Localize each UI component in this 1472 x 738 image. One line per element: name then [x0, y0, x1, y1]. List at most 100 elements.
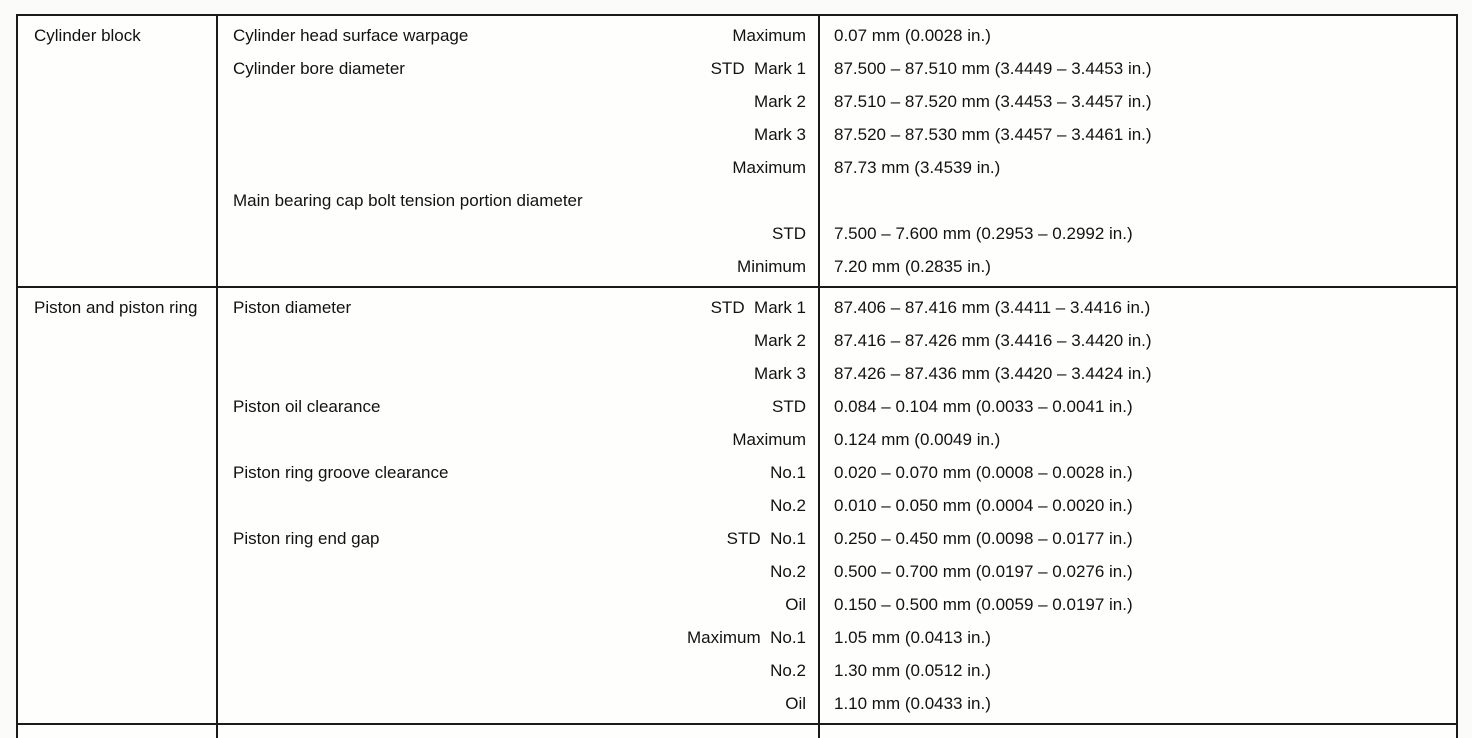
spec-qualifier: Mark 2	[754, 91, 806, 111]
spec-description: Piston oil clearance	[233, 396, 381, 416]
spec-row: Mark 2 87.510 – 87.520 mm (3.4453 – 3.445…	[218, 82, 1456, 121]
spec-value: 87.426 – 87.436 mm (3.4420 – 3.4424 in.)	[834, 363, 1152, 383]
spec-desc-cell: Minimum	[218, 247, 820, 286]
spec-desc-cell: No.2	[218, 552, 820, 591]
spec-description: Piston ring end gap	[233, 528, 380, 548]
spec-qualifier: STD Mark 1	[710, 58, 806, 78]
spec-row: STD 7.500 – 7.600 mm (0.2953 – 0.2992 in.…	[218, 214, 1456, 253]
spec-row: Piston diameter STD Mark 1 87.406 – 87.416…	[218, 288, 1456, 327]
spec-value: 0.250 – 0.450 mm (0.0098 – 0.0177 in.)	[834, 528, 1133, 548]
spec-qualifier: No.2	[770, 660, 806, 680]
spec-value: 7.20 mm (0.2835 in.)	[834, 256, 991, 276]
spec-value: 0.500 – 0.700 mm (0.0197 – 0.0276 in.)	[834, 561, 1133, 581]
spec-desc-cell: STD	[218, 214, 820, 253]
spec-value: 1.30 mm (0.0512 in.)	[834, 660, 991, 680]
spec-qualifier: Mark 2	[754, 330, 806, 350]
spec-qualifier: Mark 3	[754, 124, 806, 144]
spec-qualifier: Maximum No.1	[686, 627, 806, 647]
spec-row: No.2 0.500 – 0.700 mm (0.0197 – 0.0276 in…	[218, 552, 1456, 591]
spec-desc-cell: Mark 3	[218, 354, 820, 393]
spec-value	[820, 728, 1456, 738]
spec-desc-cell: Mark 2	[218, 321, 820, 360]
spec-desc-cell: Mark 3	[218, 115, 820, 154]
spec-value: 0.020 – 0.070 mm (0.0008 – 0.0028 in.)	[834, 462, 1133, 482]
spec-row: Mark 3 87.520 – 87.530 mm (3.4457 – 3.446…	[218, 115, 1456, 154]
spec-description: Cylinder bore diameter	[233, 58, 405, 78]
spec-value: 87.500 – 87.510 mm (3.4449 – 3.4453 in.)	[834, 58, 1152, 78]
spec-desc-cell: Oil	[218, 684, 820, 723]
spec-qualifier: STD	[772, 223, 806, 243]
spec-row: Mark 2 87.416 – 87.426 mm (3.4416 – 3.442…	[218, 321, 1456, 360]
spec-desc-cell: Maximum	[218, 148, 820, 187]
spec-desc-cell: Piston ring end gap STD No.1	[218, 519, 820, 558]
spec-desc-cell: Cylinder head surface warpage Maximum	[218, 16, 820, 55]
section-rows: Piston diameter STD Mark 1 87.406 – 87.416…	[218, 288, 1456, 723]
spec-qualifier: Maximum	[732, 25, 806, 45]
spec-qualifier: STD No.1	[726, 528, 806, 548]
spec-value: 7.500 – 7.600 mm (0.2953 – 0.2992 in.)	[834, 223, 1133, 243]
spec-qualifier: No.2	[770, 561, 806, 581]
spec-row: Cylinder bore diameter STD Mark 1 87.500 –…	[218, 49, 1456, 88]
spec-row: Oil 0.150 – 0.500 mm (0.0059 – 0.0197 in.…	[218, 585, 1456, 624]
spec-section: Cylinder block Cylinder head surface warp…	[18, 16, 1456, 288]
spec-qualifier: Minimum	[737, 256, 806, 276]
spec-qualifier: STD	[772, 396, 806, 416]
spec-desc-cell: Main bearing cap bolt tension portion di…	[218, 181, 820, 220]
spec-qualifier: Mark 3	[754, 363, 806, 383]
spec-value: 0.084 – 0.104 mm (0.0033 – 0.0041 in.)	[834, 396, 1133, 416]
spec-row: Maximum 0.124 mm (0.0049 in.)	[218, 420, 1456, 459]
spec-row: Mark 3 87.426 – 87.436 mm (3.4420 – 3.442…	[218, 354, 1456, 393]
spec-qualifier: Oil	[785, 693, 806, 713]
spec-desc-cell: Maximum	[218, 420, 820, 459]
spec-desc-cell: Cylinder bore diameter STD Mark 1	[218, 49, 820, 88]
spec-row: Piston ring groove clearance No.1 0.020 – …	[218, 453, 1456, 492]
spec-qualifier: Maximum	[732, 429, 806, 449]
spec-desc-cell	[218, 725, 820, 738]
spec-value: 87.520 – 87.530 mm (3.4457 – 3.4461 in.)	[834, 124, 1152, 144]
spec-desc-cell: Piston ring groove clearance No.1	[218, 453, 820, 492]
specifications-table: Cylinder block Cylinder head surface warp…	[16, 14, 1458, 738]
spec-value	[820, 184, 1456, 217]
spec-desc-cell: Piston oil clearance STD	[218, 387, 820, 426]
spec-value: 87.510 – 87.520 mm (3.4453 – 3.4457 in.)	[834, 91, 1152, 111]
spec-row: Oil 1.10 mm (0.0433 in.)	[218, 684, 1456, 723]
spec-value: 0.124 mm (0.0049 in.)	[834, 429, 1001, 449]
spec-row: Piston ring end gap STD No.1 0.250 – 0.450…	[218, 519, 1456, 558]
spec-row: No.2 0.010 – 0.050 mm (0.0004 – 0.0020 in…	[218, 486, 1456, 525]
spec-row: No.2 1.30 mm (0.0512 in.)	[218, 651, 1456, 690]
spec-desc-cell: No.2	[218, 651, 820, 690]
spec-description: Piston diameter	[233, 297, 352, 317]
spec-qualifier: Oil	[785, 594, 806, 614]
spec-qualifier: Maximum	[732, 157, 806, 177]
spec-value: 0.150 – 0.500 mm (0.0059 – 0.0197 in.)	[834, 594, 1133, 614]
spec-value: 0.010 – 0.050 mm (0.0004 – 0.0020 in.)	[834, 495, 1133, 515]
spec-section: Piston and piston ring Piston diameter STD…	[18, 288, 1456, 725]
spec-value: 87.406 – 87.416 mm (3.4411 – 3.4416 in.)	[834, 297, 1151, 317]
spec-row: Maximum 87.73 mm (3.4539 in.)	[218, 148, 1456, 187]
spec-row: Piston oil clearance STD 0.084 – 0.104 mm …	[218, 387, 1456, 426]
spec-row: Maximum No.1 1.05 mm (0.0413 in.)	[218, 618, 1456, 657]
section-rows	[218, 725, 1456, 738]
spec-section	[18, 725, 1456, 738]
spec-value: 0.07 mm (0.0028 in.)	[834, 25, 991, 45]
spec-description: Piston ring groove clearance	[233, 462, 449, 482]
spec-value: 87.73 mm (3.4539 in.)	[834, 157, 1001, 177]
spec-value: 1.10 mm (0.0433 in.)	[834, 693, 991, 713]
spec-desc-cell: No.2	[218, 486, 820, 525]
spec-qualifier: STD Mark 1	[710, 297, 806, 317]
spec-row	[218, 725, 1456, 738]
component-name	[18, 725, 218, 738]
spec-value: 87.416 – 87.426 mm (3.4416 – 3.4420 in.)	[834, 330, 1152, 350]
component-name: Cylinder block	[18, 16, 218, 286]
spec-qualifier: No.2	[770, 495, 806, 515]
spec-description: Main bearing cap bolt tension portion di…	[233, 190, 583, 210]
component-name: Piston and piston ring	[18, 288, 218, 723]
spec-desc-cell: Piston diameter STD Mark 1	[218, 288, 820, 327]
spec-value: 1.05 mm (0.0413 in.)	[834, 627, 991, 647]
spec-description: Cylinder head surface warpage	[233, 25, 469, 45]
spec-desc-cell: Maximum No.1	[218, 618, 820, 657]
spec-row: Minimum 7.20 mm (0.2835 in.)	[218, 247, 1456, 286]
spec-desc-cell: Mark 2	[218, 82, 820, 121]
spec-desc-cell: Oil	[218, 585, 820, 624]
